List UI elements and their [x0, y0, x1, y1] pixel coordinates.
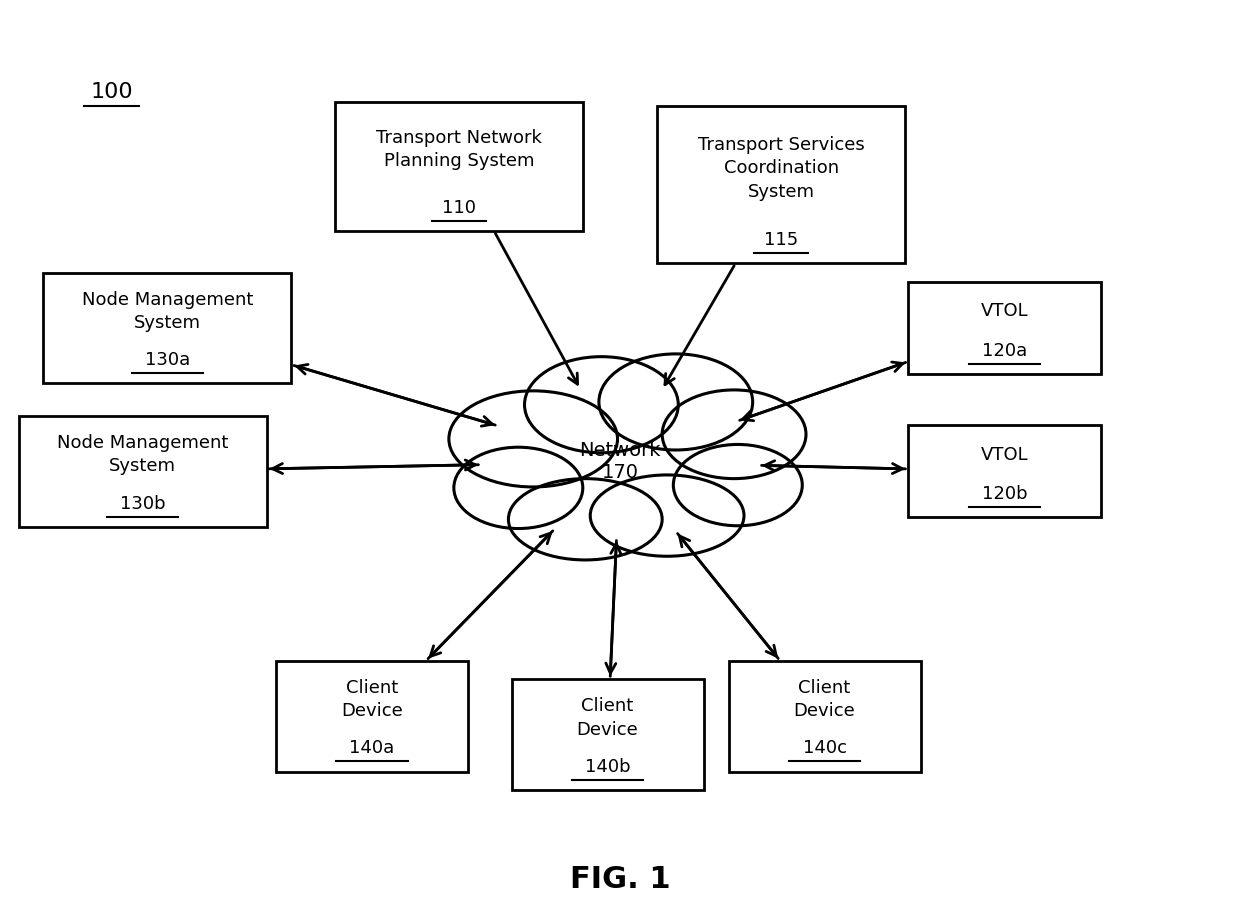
Text: 130b: 130b [120, 494, 165, 513]
FancyBboxPatch shape [19, 416, 267, 527]
Text: 100: 100 [91, 82, 133, 103]
FancyBboxPatch shape [511, 679, 704, 790]
Text: Client
Device: Client Device [794, 678, 856, 721]
Text: Transport Services
Coordination
System: Transport Services Coordination System [698, 136, 864, 201]
Ellipse shape [490, 408, 750, 516]
Text: 140a: 140a [350, 739, 394, 758]
Text: 110: 110 [441, 199, 476, 217]
Ellipse shape [673, 444, 802, 526]
Ellipse shape [599, 354, 753, 450]
Ellipse shape [454, 447, 583, 529]
Ellipse shape [508, 479, 662, 560]
Text: Network
170: Network 170 [579, 442, 661, 482]
Text: 120b: 120b [982, 485, 1027, 504]
FancyBboxPatch shape [908, 425, 1101, 517]
Text: 130a: 130a [145, 351, 190, 370]
FancyBboxPatch shape [729, 661, 920, 772]
Text: 140c: 140c [802, 739, 847, 758]
Text: Client
Device: Client Device [341, 678, 403, 721]
FancyBboxPatch shape [43, 273, 291, 383]
FancyBboxPatch shape [335, 102, 583, 231]
Text: Node Management
System: Node Management System [82, 290, 253, 333]
Text: 140b: 140b [585, 758, 630, 776]
FancyBboxPatch shape [657, 106, 905, 263]
Text: Transport Network
Planning System: Transport Network Planning System [376, 128, 542, 171]
FancyBboxPatch shape [908, 282, 1101, 374]
FancyBboxPatch shape [275, 661, 467, 772]
Text: 115: 115 [764, 231, 799, 249]
Ellipse shape [449, 391, 618, 487]
Ellipse shape [525, 357, 678, 453]
Text: VTOL: VTOL [981, 302, 1028, 321]
Text: Node Management
System: Node Management System [57, 433, 228, 476]
Ellipse shape [590, 475, 744, 556]
Text: Client
Device: Client Device [577, 697, 639, 739]
Text: VTOL: VTOL [981, 445, 1028, 464]
Text: 120a: 120a [982, 342, 1027, 360]
Text: FIG. 1: FIG. 1 [569, 865, 671, 894]
Ellipse shape [662, 390, 806, 479]
